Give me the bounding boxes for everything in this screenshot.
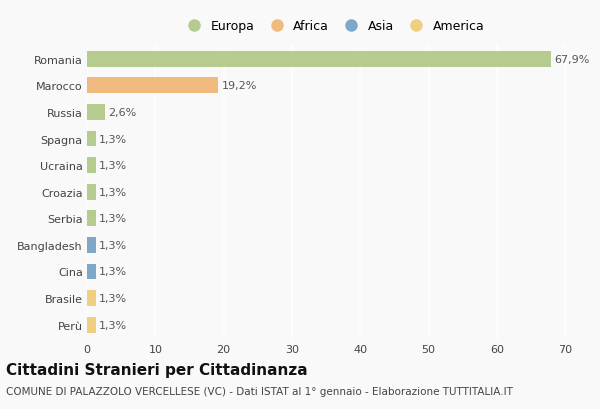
Bar bbox=[87, 317, 96, 333]
Bar bbox=[87, 237, 96, 253]
Bar bbox=[87, 211, 96, 227]
Text: COMUNE DI PALAZZOLO VERCELLESE (VC) - Dati ISTAT al 1° gennaio - Elaborazione TU: COMUNE DI PALAZZOLO VERCELLESE (VC) - Da… bbox=[6, 387, 513, 396]
Legend: Europa, Africa, Asia, America: Europa, Africa, Asia, America bbox=[182, 20, 484, 33]
Text: 1,3%: 1,3% bbox=[100, 320, 127, 330]
Bar bbox=[87, 158, 96, 174]
Text: 1,3%: 1,3% bbox=[100, 214, 127, 224]
Text: 67,9%: 67,9% bbox=[554, 54, 590, 65]
Text: 1,3%: 1,3% bbox=[100, 293, 127, 303]
Bar bbox=[87, 184, 96, 200]
Text: 1,3%: 1,3% bbox=[100, 267, 127, 277]
Bar bbox=[87, 78, 218, 94]
Text: 1,3%: 1,3% bbox=[100, 240, 127, 250]
Bar bbox=[87, 105, 105, 121]
Text: 19,2%: 19,2% bbox=[221, 81, 257, 91]
Text: Cittadini Stranieri per Cittadinanza: Cittadini Stranieri per Cittadinanza bbox=[6, 362, 308, 377]
Bar bbox=[87, 290, 96, 306]
Bar bbox=[87, 131, 96, 147]
Text: 1,3%: 1,3% bbox=[100, 134, 127, 144]
Bar bbox=[87, 52, 551, 67]
Bar bbox=[87, 264, 96, 280]
Text: 1,3%: 1,3% bbox=[100, 161, 127, 171]
Text: 1,3%: 1,3% bbox=[100, 187, 127, 197]
Text: 2,6%: 2,6% bbox=[108, 108, 136, 118]
